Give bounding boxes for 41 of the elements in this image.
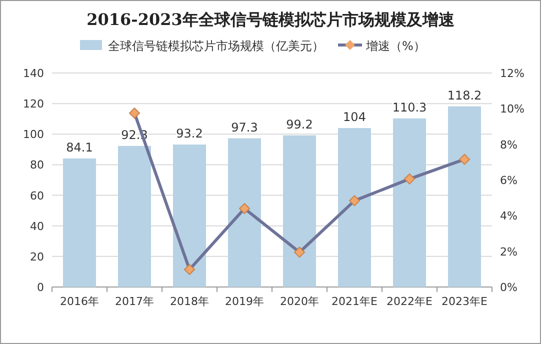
y-tick-label: 40 (30, 220, 44, 233)
y2-tick-label: 10% (500, 102, 524, 116)
y-tick-label: 80 (30, 158, 44, 172)
y2-tick-label: 4% (500, 210, 518, 223)
data-label: 93.2 (176, 126, 203, 141)
bar (228, 138, 261, 287)
data-label: 118.2 (447, 88, 482, 102)
data-label: 97.3 (231, 120, 258, 134)
data-label: 110.3 (392, 100, 427, 114)
y2-tick-label: 6% (500, 174, 518, 187)
chart-title: 2016-2023年全球信号链模拟芯片市场规模及增速 (86, 10, 456, 29)
y2-tick-label: 8% (500, 138, 518, 152)
y-tick-label: 0 (37, 281, 44, 294)
data-label: 99.2 (286, 117, 313, 132)
legend-label: 全球信号链模拟芯片市场规模（亿美元） (108, 39, 324, 53)
y-tick-label: 20 (30, 250, 44, 264)
x-tick-label: 2018年 (170, 295, 209, 308)
bar (448, 106, 481, 287)
bar (393, 118, 426, 287)
legend-label: 增速（%） (365, 39, 426, 53)
data-label: 84.1 (66, 140, 93, 154)
x-tick-label: 2020年 (280, 295, 319, 308)
x-tick-label: 2022年E (386, 295, 433, 308)
x-tick-label: 2017年 (115, 295, 154, 308)
y-tick-label: 100 (23, 128, 44, 142)
x-tick-label: 2019年 (225, 295, 264, 308)
bar (118, 146, 151, 287)
y-tick-label: 140 (23, 67, 44, 80)
bar (173, 144, 206, 287)
y2-tick-label: 2% (500, 245, 518, 258)
bar (283, 135, 316, 287)
y-tick-label: 60 (30, 189, 44, 202)
y2-tick-label: 0% (500, 281, 518, 294)
bar (338, 128, 371, 287)
x-tick-label: 2023年E (442, 295, 488, 308)
x-tick-label: 2021年E (332, 295, 378, 308)
bar (63, 158, 96, 287)
y-tick-label: 120 (23, 98, 44, 111)
data-label: 104 (343, 110, 366, 124)
x-tick-label: 2016年 (60, 295, 99, 308)
y2-tick-label: 12% (500, 67, 524, 80)
